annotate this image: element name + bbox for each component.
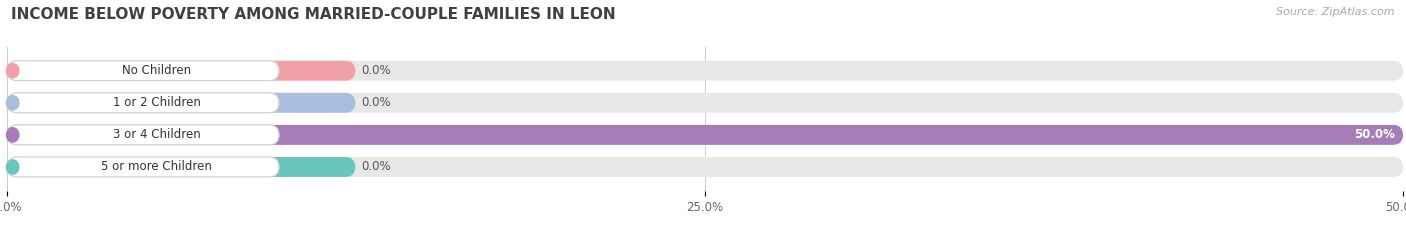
FancyBboxPatch shape — [7, 125, 1403, 145]
Text: 1 or 2 Children: 1 or 2 Children — [112, 96, 201, 109]
FancyBboxPatch shape — [7, 61, 356, 81]
Text: 0.0%: 0.0% — [361, 96, 391, 109]
Text: 0.0%: 0.0% — [361, 161, 391, 174]
Circle shape — [7, 96, 18, 110]
Text: No Children: No Children — [122, 64, 191, 77]
FancyBboxPatch shape — [7, 125, 1403, 145]
Text: INCOME BELOW POVERTY AMONG MARRIED-COUPLE FAMILIES IN LEON: INCOME BELOW POVERTY AMONG MARRIED-COUPL… — [11, 7, 616, 22]
Circle shape — [7, 64, 18, 78]
Text: 5 or more Children: 5 or more Children — [101, 161, 212, 174]
FancyBboxPatch shape — [7, 157, 280, 177]
Text: 50.0%: 50.0% — [1354, 128, 1395, 141]
FancyBboxPatch shape — [7, 61, 280, 81]
Circle shape — [7, 128, 18, 142]
FancyBboxPatch shape — [7, 61, 1403, 81]
FancyBboxPatch shape — [7, 93, 1403, 113]
Circle shape — [7, 160, 18, 174]
FancyBboxPatch shape — [7, 93, 356, 113]
FancyBboxPatch shape — [7, 157, 356, 177]
FancyBboxPatch shape — [7, 157, 1403, 177]
FancyBboxPatch shape — [7, 125, 280, 145]
Text: 3 or 4 Children: 3 or 4 Children — [112, 128, 201, 141]
Text: Source: ZipAtlas.com: Source: ZipAtlas.com — [1277, 7, 1395, 17]
FancyBboxPatch shape — [7, 93, 280, 113]
Text: 0.0%: 0.0% — [361, 64, 391, 77]
